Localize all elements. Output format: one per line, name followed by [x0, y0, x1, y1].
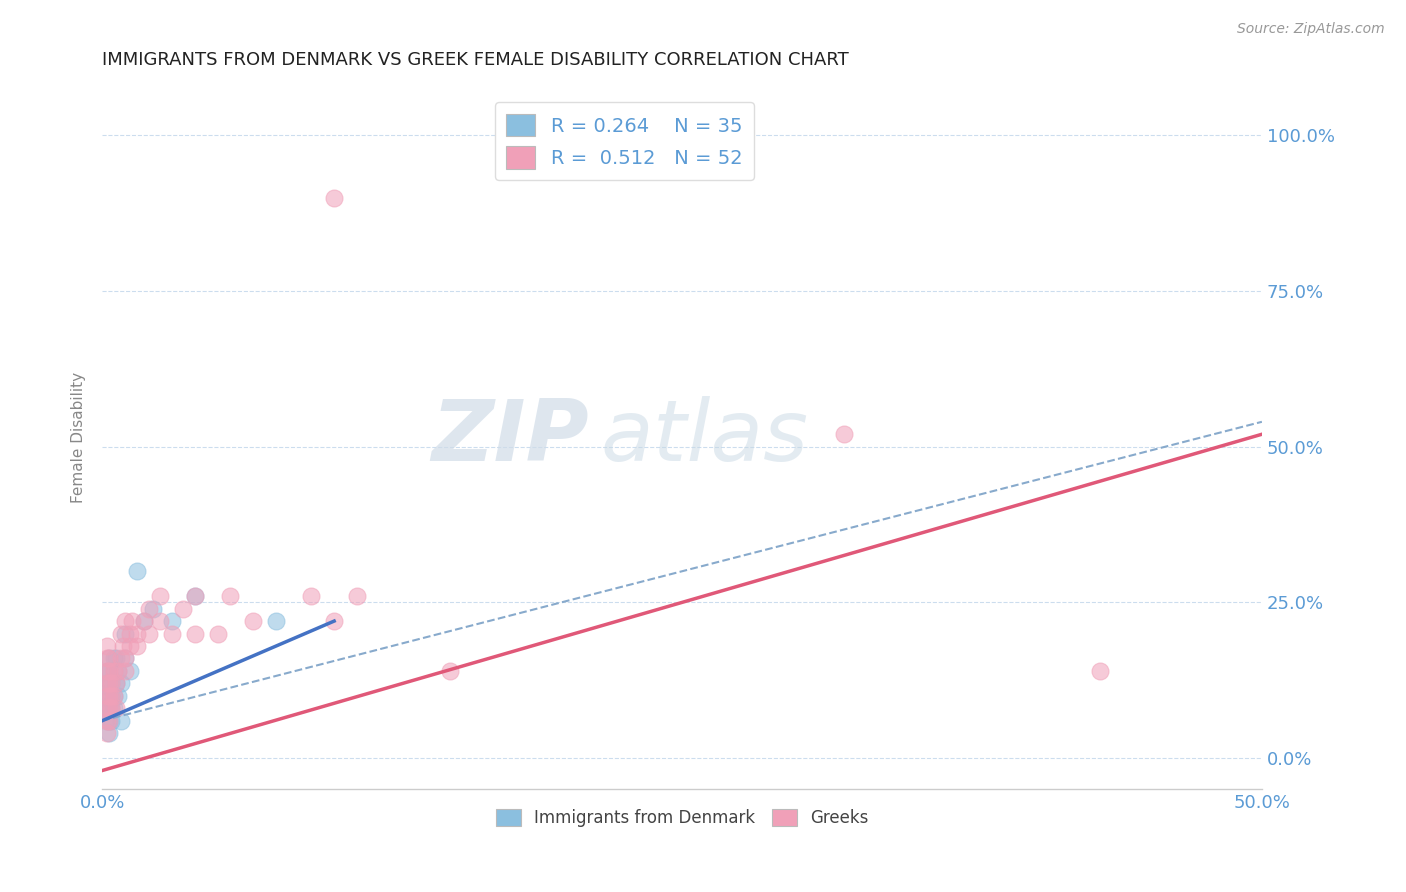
Point: [114, 651, 136, 665]
Point: [100, 701, 122, 715]
Legend: Immigrants from Denmark, Greeks: Immigrants from Denmark, Greeks: [489, 802, 875, 834]
Point: [207, 626, 229, 640]
Point: [103, 651, 125, 665]
Point: [100, 689, 122, 703]
Text: ZIP: ZIP: [432, 396, 589, 479]
Point: [142, 601, 165, 615]
Point: [112, 639, 135, 653]
Point: [100, 676, 122, 690]
Point: [107, 664, 129, 678]
Point: [114, 651, 136, 665]
Point: [98, 651, 121, 665]
Point: [96, 676, 118, 690]
Point: [172, 601, 194, 615]
Point: [103, 689, 125, 703]
Point: [98, 726, 121, 740]
Point: [98, 689, 121, 703]
Point: [118, 626, 141, 640]
Point: [98, 676, 121, 690]
Point: [98, 689, 121, 703]
Point: [98, 664, 121, 678]
Point: [118, 639, 141, 653]
Point: [323, 614, 346, 628]
Point: [96, 664, 118, 678]
Point: [96, 639, 118, 653]
Point: [242, 614, 264, 628]
Point: [103, 664, 125, 678]
Point: [138, 626, 160, 640]
Point: [96, 701, 118, 715]
Point: [107, 689, 129, 703]
Point: [114, 664, 136, 678]
Point: [105, 676, 128, 690]
Point: [96, 714, 118, 728]
Point: [125, 626, 148, 640]
Point: [160, 614, 183, 628]
Point: [1088, 664, 1111, 678]
Point: [299, 589, 322, 603]
Text: atlas: atlas: [600, 396, 808, 479]
Point: [110, 651, 132, 665]
Point: [105, 651, 128, 665]
Point: [125, 639, 148, 653]
Point: [96, 676, 118, 690]
Point: [98, 701, 121, 715]
Text: Source: ZipAtlas.com: Source: ZipAtlas.com: [1237, 22, 1385, 37]
Point: [100, 689, 122, 703]
Point: [114, 626, 136, 640]
Point: [184, 589, 207, 603]
Point: [149, 614, 172, 628]
Point: [96, 689, 118, 703]
Text: IMMIGRANTS FROM DENMARK VS GREEK FEMALE DISABILITY CORRELATION CHART: IMMIGRANTS FROM DENMARK VS GREEK FEMALE …: [103, 51, 849, 69]
Point: [118, 664, 141, 678]
Point: [96, 726, 118, 740]
Point: [110, 714, 132, 728]
Point: [132, 614, 155, 628]
Point: [132, 614, 155, 628]
Point: [121, 614, 143, 628]
Point: [100, 676, 122, 690]
Point: [160, 626, 183, 640]
Point: [105, 676, 128, 690]
Point: [439, 664, 461, 678]
Point: [96, 701, 118, 715]
Point: [98, 701, 121, 715]
Point: [98, 676, 121, 690]
Point: [184, 626, 207, 640]
Point: [834, 427, 856, 442]
Point: [98, 714, 121, 728]
Point: [96, 664, 118, 678]
Point: [105, 701, 128, 715]
Point: [323, 191, 346, 205]
Point: [264, 614, 287, 628]
Point: [184, 589, 207, 603]
Point: [100, 714, 122, 728]
Point: [110, 626, 132, 640]
Point: [138, 601, 160, 615]
Point: [96, 714, 118, 728]
Point: [103, 664, 125, 678]
Point: [149, 589, 172, 603]
Point: [103, 689, 125, 703]
Point: [103, 701, 125, 715]
Point: [100, 701, 122, 715]
Y-axis label: Female Disability: Female Disability: [72, 372, 86, 503]
Point: [96, 651, 118, 665]
Point: [98, 664, 121, 678]
Point: [114, 614, 136, 628]
Point: [346, 589, 368, 603]
Point: [98, 651, 121, 665]
Point: [107, 664, 129, 678]
Point: [125, 564, 148, 578]
Point: [218, 589, 240, 603]
Point: [110, 676, 132, 690]
Point: [98, 714, 121, 728]
Point: [96, 689, 118, 703]
